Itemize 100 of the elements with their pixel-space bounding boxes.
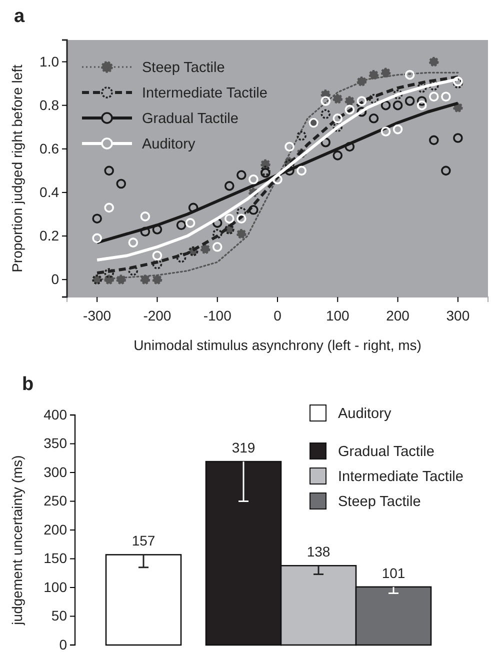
point bbox=[344, 104, 355, 115]
point bbox=[380, 100, 391, 110]
y-tick-label: 150 bbox=[44, 550, 68, 566]
point bbox=[344, 96, 355, 106]
point bbox=[332, 122, 343, 132]
chart-title: a bbox=[14, 6, 25, 27]
y-tick-label: 400 bbox=[44, 406, 68, 422]
point bbox=[320, 96, 331, 106]
point bbox=[441, 166, 451, 176]
legend-label: Steep Tactile bbox=[142, 60, 225, 76]
y-tick-label: 0.6 bbox=[40, 140, 60, 156]
legend-label: Auditory bbox=[338, 406, 392, 422]
point bbox=[416, 96, 427, 106]
point bbox=[453, 76, 463, 86]
point bbox=[453, 102, 463, 112]
point bbox=[284, 142, 294, 152]
y-tick-label: 350 bbox=[44, 435, 68, 452]
x-tick-label: -100 bbox=[203, 307, 232, 324]
x-tick-label: 300 bbox=[446, 307, 470, 324]
y-tick-label: 0.8 bbox=[40, 96, 60, 113]
point bbox=[140, 274, 150, 284]
legend-label: Intermediate Tactile bbox=[142, 86, 268, 102]
point bbox=[248, 174, 258, 184]
y-tick-label: 0 bbox=[59, 636, 68, 652]
legend-label: Steep Tactile bbox=[338, 494, 421, 510]
point bbox=[380, 68, 391, 78]
y-tick-label: 0 bbox=[51, 271, 60, 288]
x-tick-label: 100 bbox=[326, 307, 350, 324]
point bbox=[152, 250, 162, 261]
point bbox=[152, 259, 162, 270]
point bbox=[344, 142, 355, 152]
point bbox=[392, 100, 403, 110]
legend-label: Auditory bbox=[142, 136, 196, 152]
point bbox=[416, 100, 427, 110]
point bbox=[296, 130, 306, 141]
point bbox=[212, 228, 222, 239]
y-tick-label: 200 bbox=[44, 521, 68, 538]
legend-label: Gradual Tactile bbox=[142, 111, 238, 127]
point bbox=[152, 224, 162, 234]
point bbox=[428, 80, 439, 91]
point bbox=[200, 244, 210, 254]
point bbox=[224, 181, 234, 191]
point bbox=[176, 252, 186, 263]
point bbox=[368, 94, 379, 104]
point bbox=[441, 92, 451, 102]
point bbox=[128, 238, 138, 248]
point bbox=[428, 135, 439, 146]
point bbox=[404, 96, 415, 106]
point bbox=[104, 202, 114, 213]
x-tick-label: 200 bbox=[386, 307, 410, 324]
y-tick-label: 250 bbox=[44, 492, 68, 509]
data-label: 101 bbox=[382, 564, 406, 581]
point bbox=[380, 126, 391, 136]
point bbox=[248, 204, 258, 215]
point bbox=[272, 174, 282, 184]
point bbox=[416, 83, 427, 93]
point bbox=[392, 90, 403, 100]
point bbox=[404, 70, 415, 80]
legend-label: Gradual Tactile bbox=[338, 444, 434, 460]
point bbox=[176, 220, 186, 230]
y-tick-label: 0.4 bbox=[40, 184, 60, 200]
point bbox=[212, 242, 222, 252]
y-axis-title: judgement uncertainty (ms) bbox=[9, 455, 25, 626]
point bbox=[236, 207, 246, 217]
point bbox=[428, 92, 439, 102]
x-axis-title: Unimodal stimulus asynchrony (left - right, ms) bbox=[134, 337, 422, 353]
point bbox=[128, 266, 138, 276]
point bbox=[260, 159, 270, 170]
y-tick-label: 1.0 bbox=[40, 53, 60, 70]
point bbox=[188, 202, 198, 213]
point bbox=[236, 214, 246, 224]
x-tick-label: 0 bbox=[274, 307, 282, 324]
point bbox=[356, 96, 367, 106]
point bbox=[368, 70, 379, 80]
point bbox=[453, 78, 463, 88]
point bbox=[116, 274, 126, 284]
point bbox=[236, 228, 246, 239]
point bbox=[92, 233, 102, 244]
y-tick-label: 100 bbox=[44, 578, 68, 595]
point bbox=[428, 56, 439, 67]
point bbox=[332, 114, 343, 124]
point bbox=[320, 137, 331, 148]
y-tick-label: 0.2 bbox=[40, 227, 60, 244]
data-label: 138 bbox=[306, 544, 330, 560]
y-tick-label: 50 bbox=[51, 608, 68, 624]
legend-label: Intermediate Tactile bbox=[338, 469, 464, 485]
point bbox=[104, 166, 114, 176]
point bbox=[392, 124, 403, 134]
point bbox=[152, 274, 162, 284]
point bbox=[453, 133, 463, 143]
x-tick-label: -300 bbox=[83, 307, 112, 324]
point bbox=[368, 114, 379, 124]
data-label: 319 bbox=[232, 440, 256, 456]
point bbox=[116, 178, 126, 189]
y-tick-label: 300 bbox=[44, 464, 68, 480]
point bbox=[296, 166, 306, 176]
x-tick-label: -200 bbox=[143, 307, 172, 324]
point bbox=[332, 94, 343, 104]
point bbox=[356, 76, 367, 86]
chart-title: b bbox=[22, 374, 34, 395]
